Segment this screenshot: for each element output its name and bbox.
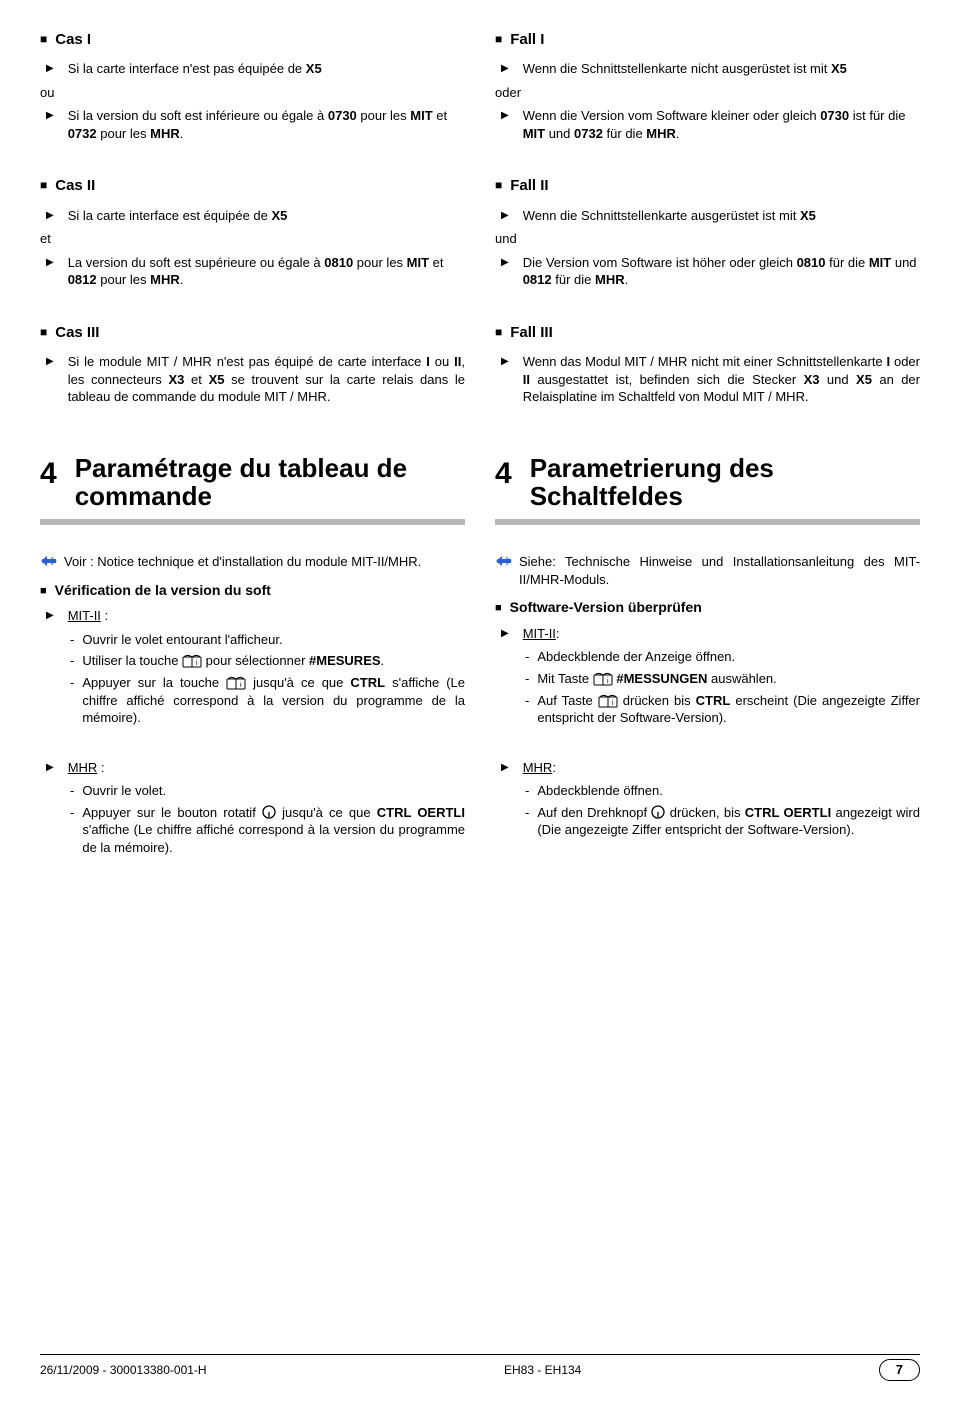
case-2-fr-title: Cas II xyxy=(40,176,465,196)
verify-de-title: Software-Version überprüfen xyxy=(495,598,920,617)
verify-fr-mit-d1: Ouvrir le volet entourant l'afficheur. xyxy=(40,631,465,649)
verify-fr-mit-d2: Utiliser la touche i pour sélectionner #… xyxy=(40,652,465,670)
case-1-de-item2: Wenn die Version vom Software kleiner od… xyxy=(495,107,920,142)
verify-de-mit-d2: Mit Taste i #MESSUNGEN auswählen. xyxy=(495,670,920,688)
case-1-de: Fall I Wenn die Schnittstellenkarte nich… xyxy=(495,30,920,148)
case-2-de-item1: Wenn die Schnittstellenkarte ausgerüstet… xyxy=(495,207,920,225)
verify-row: Voir : Notice technique et d'installatio… xyxy=(40,553,920,731)
note-icon xyxy=(40,554,58,568)
section-title: Paramétrage du tableau de commande xyxy=(75,454,465,511)
note-fr: Voir : Notice technique et d'installatio… xyxy=(40,553,465,571)
case-2-fr-item2: La version du soft est supérieure ou éga… xyxy=(40,254,465,289)
knob-icon xyxy=(262,805,276,819)
svg-text:i: i xyxy=(612,700,614,707)
verify-fr-title: Vérification de la version du soft xyxy=(40,581,465,600)
case-3-fr-title: Cas III xyxy=(40,323,465,343)
case-2-fr-sep: et xyxy=(40,230,465,248)
note-text: Voir : Notice technique et d'installatio… xyxy=(64,553,421,571)
case-1-fr: Cas I Si la carte interface n'est pas éq… xyxy=(40,30,465,148)
case-3-de-title: Fall III xyxy=(495,323,920,343)
verify-fr: Voir : Notice technique et d'installatio… xyxy=(40,553,465,731)
section-title: Parametrierung des Schaltfeldes xyxy=(530,454,920,511)
page-footer: 26/11/2009 - 300013380-001-H EH83 - EH13… xyxy=(40,1354,920,1381)
case-2-de-item2: Die Version vom Software ist höher oder … xyxy=(495,254,920,289)
case-1-row: Cas I Si la carte interface n'est pas éq… xyxy=(40,30,920,148)
section-4-de: 4 Parametrierung des Schaltfeldes xyxy=(495,440,920,553)
section-4-row: 4 Paramétrage du tableau de commande 4 P… xyxy=(40,440,920,553)
book-icon: i xyxy=(182,654,202,668)
section-4-fr: 4 Paramétrage du tableau de commande xyxy=(40,440,465,553)
book-icon: i xyxy=(226,676,246,690)
case-3-row: Cas III Si le module MIT / MHR n'est pas… xyxy=(40,323,920,412)
section-number: 4 xyxy=(495,454,512,495)
case-1-fr-sep: ou xyxy=(40,84,465,102)
verify-de-mit-d1: Abdeckblende der Anzeige öffnen. xyxy=(495,648,920,666)
verify-de: Siehe: Technische Hinweise und Installat… xyxy=(495,553,920,731)
case-3-de-text: Wenn das Modul MIT / MHR nicht mit einer… xyxy=(495,353,920,406)
mhr-de-d1: Abdeckblende öffnen. xyxy=(495,782,920,800)
note-de: Siehe: Technische Hinweise und Installat… xyxy=(495,553,920,588)
verify-fr-mit-d3: Appuyer sur la touche i jusqu'à ce que C… xyxy=(40,674,465,727)
verify-de-mit-d3: Auf Taste i drücken bis CTRL erscheint (… xyxy=(495,692,920,727)
svg-text:i: i xyxy=(240,682,242,689)
case-2-de: Fall II Wenn die Schnittstellenkarte aus… xyxy=(495,176,920,294)
section-4-fr-heading: 4 Paramétrage du tableau de commande xyxy=(40,454,465,511)
mhr-fr-d2: Appuyer sur le bouton rotatif jusqu'à ce… xyxy=(40,804,465,857)
case-1-de-item1: Wenn die Schnittstellenkarte nicht ausge… xyxy=(495,60,920,78)
case-1-de-title: Fall I xyxy=(495,30,920,50)
case-1-fr-item2: Si la version du soft est inférieure ou … xyxy=(40,107,465,142)
case-2-fr: Cas II Si la carte interface est équipée… xyxy=(40,176,465,294)
verify-fr-mit: MIT-II : xyxy=(40,607,465,625)
page-number: 7 xyxy=(879,1359,920,1381)
rule-bar xyxy=(40,519,465,525)
mhr-fr-d1: Ouvrir le volet. xyxy=(40,782,465,800)
section-4-de-heading: 4 Parametrierung des Schaltfeldes xyxy=(495,454,920,511)
note-icon xyxy=(495,554,513,568)
mhr-row: MHR : Ouvrir le volet. Appuyer sur le bo… xyxy=(40,759,920,861)
footer-left: 26/11/2009 - 300013380-001-H xyxy=(40,1362,207,1378)
case-2-row: Cas II Si la carte interface est équipée… xyxy=(40,176,920,294)
verify-de-mit: MIT-II: xyxy=(495,625,920,643)
mhr-de-d2: Auf den Drehknopf drücken, bis CTRL OERT… xyxy=(495,804,920,839)
mhr-de: MHR: Abdeckblende öffnen. Auf den Drehkn… xyxy=(495,759,920,861)
footer-center: EH83 - EH134 xyxy=(504,1362,581,1378)
case-2-de-sep: und xyxy=(495,230,920,248)
book-icon: i xyxy=(593,672,613,686)
case-3-de: Fall III Wenn das Modul MIT / MHR nicht … xyxy=(495,323,920,412)
case-3-fr: Cas III Si le module MIT / MHR n'est pas… xyxy=(40,323,465,412)
rule-bar xyxy=(495,519,920,525)
case-1-fr-item1: Si la carte interface n'est pas équipée … xyxy=(40,60,465,78)
case-2-fr-item1: Si la carte interface est équipée de X5 xyxy=(40,207,465,225)
case-1-fr-title: Cas I xyxy=(40,30,465,50)
case-2-de-title: Fall II xyxy=(495,176,920,196)
section-number: 4 xyxy=(40,454,57,495)
case-1-de-sep: oder xyxy=(495,84,920,102)
book-icon: i xyxy=(598,694,618,708)
svg-text:i: i xyxy=(196,660,198,667)
mhr-fr: MHR : Ouvrir le volet. Appuyer sur le bo… xyxy=(40,759,465,861)
note-text: Siehe: Technische Hinweise und Installat… xyxy=(519,553,920,588)
svg-text:i: i xyxy=(607,678,609,685)
knob-icon xyxy=(651,805,665,819)
mhr-fr-label: MHR : xyxy=(40,759,465,777)
case-3-fr-text: Si le module MIT / MHR n'est pas équipé … xyxy=(40,353,465,406)
mhr-de-label: MHR: xyxy=(495,759,920,777)
